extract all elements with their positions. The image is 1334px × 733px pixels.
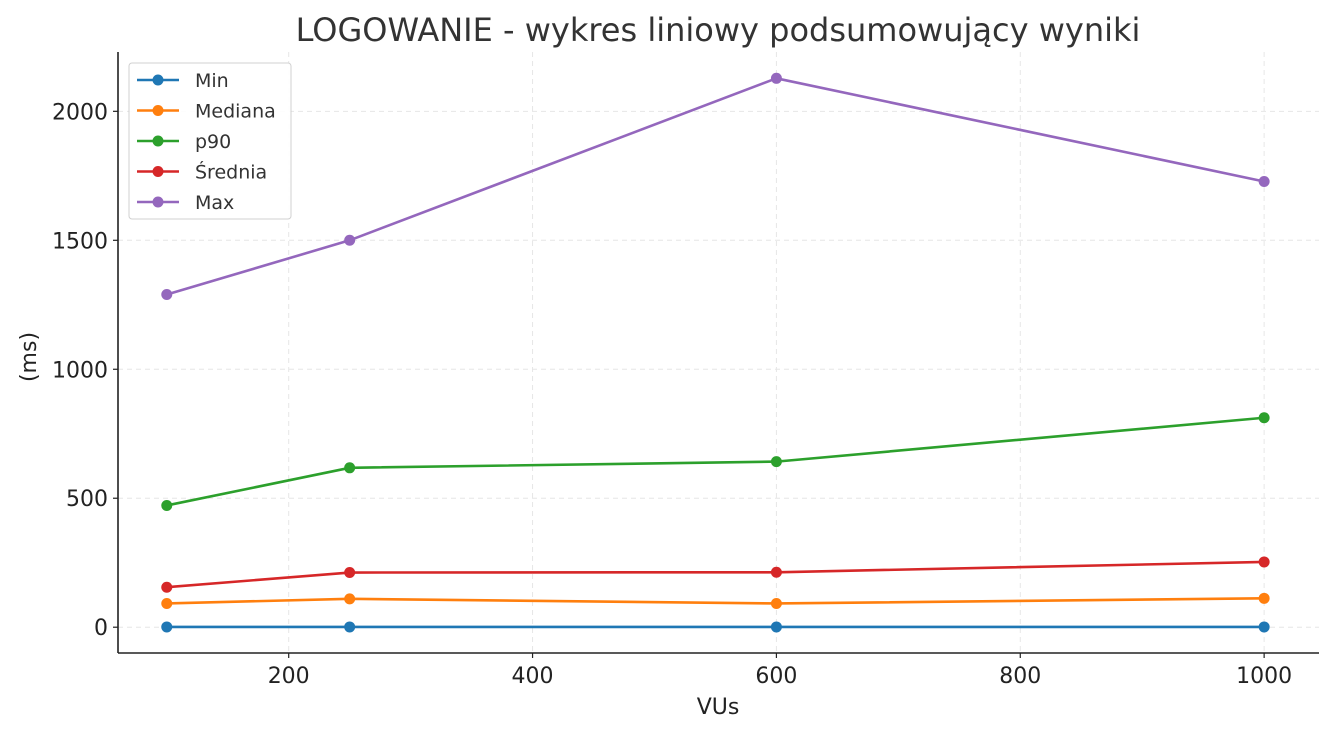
legend-item: Średnia: [137, 160, 267, 184]
data-point: [1258, 412, 1270, 424]
data-point: [161, 621, 173, 633]
data-point: [161, 581, 173, 593]
data-point: [770, 621, 782, 633]
x-tick-label: 400: [512, 664, 554, 689]
series-layer: [161, 72, 1270, 633]
data-point: [344, 621, 356, 633]
legend-label: Max: [195, 192, 234, 214]
legend-item: Max: [137, 192, 234, 214]
legend-label: Mediana: [195, 101, 276, 123]
y-tick-label: 1500: [52, 229, 108, 254]
series-line: [166, 77, 1265, 296]
legend-label: p90: [195, 131, 231, 153]
data-point: [770, 566, 782, 578]
legend-item: p90: [137, 131, 231, 153]
data-point: [161, 499, 173, 511]
data-point: [344, 567, 356, 579]
series-line: [166, 597, 1265, 605]
legend-item: Mediana: [137, 101, 276, 123]
legend-label: Min: [195, 70, 229, 92]
y-tick-label: 0: [94, 616, 108, 641]
data-point: [161, 597, 173, 609]
data-point: [1258, 175, 1270, 187]
legend-marker: [152, 105, 164, 116]
legend-marker: [152, 74, 164, 86]
legend-frame: [128, 62, 292, 220]
y-tick-label: 1000: [52, 358, 108, 383]
data-point: [1258, 556, 1270, 568]
axes: 200 400 600 800 1000 0 500 1000 1500 2000: [52, 52, 1319, 689]
data-point: [344, 462, 356, 474]
legend-marker: [152, 196, 164, 208]
series-1: [161, 592, 1270, 609]
legend-marker: [152, 166, 164, 177]
grid: [118, 52, 1319, 653]
series-3: [161, 556, 1270, 593]
chart-title: LOGOWANIE - wykres liniowy podsumowujący…: [296, 11, 1141, 49]
x-tick-label: 200: [268, 664, 310, 689]
legend-label: Średnia: [195, 160, 267, 184]
x-tick-label: 1000: [1236, 664, 1292, 689]
data-point: [344, 234, 356, 246]
x-tick-label: 600: [755, 664, 797, 689]
x-axis-label: VUs: [697, 695, 740, 720]
data-point: [770, 72, 782, 84]
series-line: [166, 560, 1265, 589]
legend-item: Min: [137, 70, 229, 92]
data-point: [344, 593, 356, 605]
data-point: [1258, 621, 1270, 633]
series-4: [161, 72, 1270, 300]
legend: Min Mediana p90 Średnia Max: [128, 62, 292, 220]
x-tick-label: 800: [999, 664, 1041, 689]
legend-marker: [152, 135, 164, 147]
series-2: [161, 412, 1270, 511]
y-axis-label: (ms): [17, 332, 42, 382]
y-tick-label: 2000: [52, 100, 108, 125]
data-point: [770, 456, 782, 468]
series-0: [161, 621, 1270, 633]
data-point: [1258, 592, 1270, 604]
series-line: [166, 416, 1265, 507]
data-point: [770, 597, 782, 609]
y-tick-label: 500: [66, 487, 108, 512]
data-point: [161, 288, 173, 300]
